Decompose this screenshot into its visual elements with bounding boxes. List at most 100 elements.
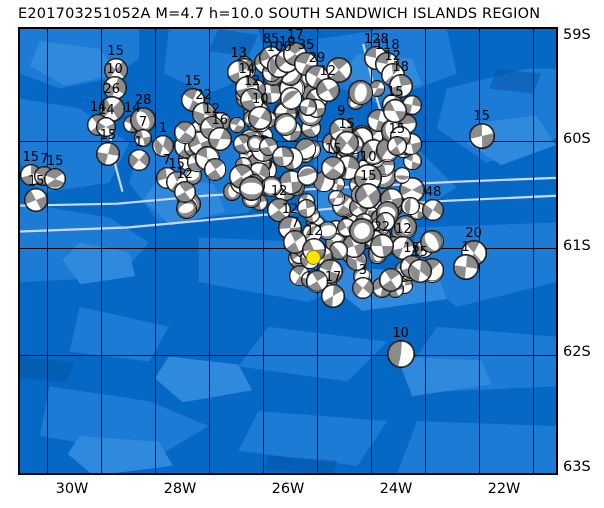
focal-mechanism-beachball[interactable] — [383, 99, 408, 124]
y-tick-label: 63S — [563, 459, 591, 475]
focal-mechanism-beachball[interactable] — [388, 73, 413, 98]
depth-label: 13 — [230, 45, 247, 61]
depth-label: 12 — [270, 184, 288, 200]
depth-label: 18 — [392, 59, 409, 75]
depth-label: 7 — [162, 153, 172, 169]
focal-mechanism-beachball[interactable] — [176, 197, 197, 219]
depth-label: 14 — [238, 61, 256, 77]
depth-label: 10 — [360, 150, 377, 166]
focal-mechanism-beachball[interactable] — [273, 112, 298, 137]
depth-label: 35 — [297, 38, 315, 54]
depth-label: 22 — [373, 219, 391, 235]
focal-mechanism-beachball[interactable] — [391, 235, 416, 260]
x-tick-label: 26W — [271, 481, 305, 497]
depth-label: 15 — [324, 141, 342, 157]
focal-mechanism-beachball[interactable] — [127, 149, 150, 172]
focal-mechanism-beachball[interactable] — [375, 211, 395, 231]
depth-label: 12 — [203, 102, 220, 118]
depth-label: 15 — [388, 122, 406, 138]
focal-mechanism-beachball[interactable] — [297, 164, 319, 186]
depth-label: 14 — [90, 100, 107, 115]
depth-label: 10 — [106, 61, 123, 77]
depth-label: 1 — [461, 239, 470, 255]
focal-mechanism-beachball[interactable] — [134, 128, 153, 147]
depth-label: 100 — [266, 40, 292, 56]
focal-mechanism-beachball[interactable] — [173, 121, 197, 144]
focal-mechanism-beachball[interactable] — [102, 75, 127, 100]
depth-label: 9 — [337, 104, 346, 120]
focal-mechanism-beachball[interactable] — [328, 189, 345, 206]
depth-label: 17 — [324, 269, 342, 285]
focal-mechanism-beachball[interactable] — [207, 126, 232, 151]
focal-mechanism-beachball[interactable] — [306, 270, 329, 293]
depth-label: 1 — [134, 135, 143, 151]
depth-label: 7 — [40, 152, 49, 168]
focal-mechanism-beachball[interactable] — [260, 176, 282, 198]
focal-mechanism-beachball[interactable] — [272, 145, 294, 168]
focal-mechanism-beachball[interactable] — [386, 136, 407, 157]
focal-mechanism-beachball[interactable] — [347, 79, 374, 106]
focal-mechanism-beachball[interactable] — [379, 268, 404, 293]
focal-mechanism-beachball[interactable] — [401, 196, 421, 216]
depth-label: 19 — [279, 35, 296, 50]
focal-mechanism-beachball[interactable] — [228, 117, 245, 134]
epicenter-marker[interactable] — [306, 249, 322, 265]
focal-mechanism-beachball[interactable] — [393, 167, 411, 185]
depth-label: 12 — [306, 223, 323, 239]
focal-mechanism-beachball[interactable] — [315, 77, 340, 102]
focal-mechanism-beachball[interactable] — [279, 87, 303, 110]
depth-label: 15 — [107, 43, 124, 59]
depth-label: 12 — [243, 74, 261, 90]
y-tick-label: 61S — [563, 237, 591, 254]
focal-mechanism-beachball[interactable] — [24, 187, 49, 212]
focal-mechanism-beachball[interactable] — [317, 220, 338, 241]
depth-label: 15 — [46, 154, 64, 170]
depth-label: 28 — [134, 92, 152, 108]
focal-mechanism-beachball[interactable] — [351, 277, 374, 300]
focal-mechanism-beachball[interactable] — [299, 98, 317, 116]
focal-mechanism-beachball[interactable] — [296, 199, 316, 219]
depth-label: 12 — [176, 167, 193, 183]
depth-label: 12 — [384, 48, 401, 64]
depth-label: 15 — [387, 85, 404, 101]
focal-mechanism-beachball[interactable] — [96, 117, 117, 138]
depth-label: 15 — [168, 156, 185, 172]
focal-mechanism-beachball[interactable] — [386, 340, 415, 369]
focal-mechanism-beachball[interactable] — [369, 233, 394, 258]
focal-mechanism-beachball[interactable] — [468, 122, 495, 149]
focal-mechanism-beachball[interactable] — [260, 82, 283, 105]
depth-label: 12 — [281, 202, 299, 218]
depth-label: 12 — [319, 63, 337, 79]
focal-mechanism-beachball[interactable] — [130, 106, 157, 133]
focal-mechanism-beachball[interactable] — [173, 181, 196, 204]
focal-mechanism-beachball[interactable] — [239, 175, 265, 201]
x-tick-label: 30W — [55, 481, 89, 497]
map-plot-area[interactable]: 15 10 26 14 14 14 28 7 15 1 15 7 15 15 1 7 15 12 15 22 12 16 1… — [18, 27, 558, 475]
depth-label: 3 — [358, 263, 368, 279]
focal-mechanism-beachball[interactable] — [420, 229, 444, 254]
y-tick-label: 59S — [563, 27, 591, 43]
focal-mechanism-beachball[interactable] — [96, 141, 121, 166]
depth-label: 118 — [374, 38, 400, 54]
focal-mechanism-beachball[interactable] — [355, 183, 382, 210]
depth-label: 1 — [158, 121, 168, 137]
depth-label: 15 — [403, 240, 420, 256]
focal-mechanism-beachball[interactable] — [321, 283, 346, 308]
focal-mechanism-beachball[interactable] — [407, 259, 432, 284]
depth-label: 15 — [184, 74, 202, 90]
focal-mechanism-beachball[interactable] — [203, 157, 227, 181]
depth-label: 26 — [103, 82, 121, 97]
focal-mechanism-beachball[interactable] — [152, 135, 175, 158]
depth-label: 85 — [262, 31, 280, 47]
focal-mechanism-beachball[interactable] — [394, 215, 418, 239]
focal-mechanism-beachball[interactable] — [422, 199, 445, 222]
depth-label: 15 — [473, 108, 490, 124]
focal-mechanism-beachball[interactable] — [321, 155, 346, 180]
focal-mechanism-beachball[interactable] — [44, 168, 67, 191]
focal-mechanism-beachball[interactable] — [348, 217, 375, 244]
focal-mechanism-beachball[interactable] — [248, 105, 273, 130]
focal-mechanism-beachball[interactable] — [452, 253, 479, 280]
y-tick-label: 60S — [563, 131, 591, 147]
focal-mechanism-beachball[interactable] — [334, 131, 359, 156]
